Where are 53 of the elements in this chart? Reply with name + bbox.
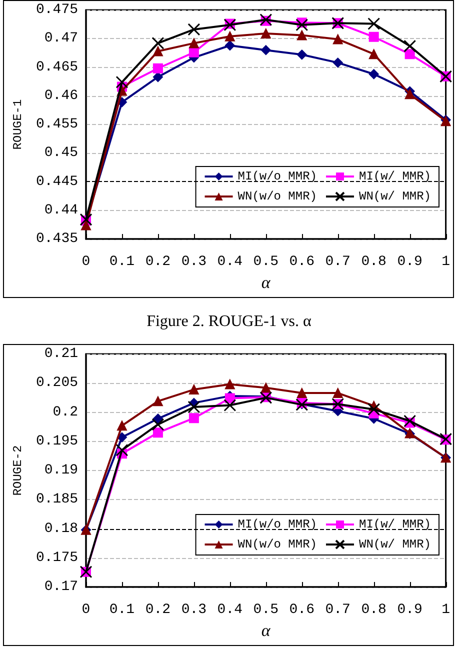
y-tick-label: 0.2 (52, 404, 78, 420)
x-tick-label: 0.7 (325, 254, 350, 270)
y-tick-label: 0.455 (36, 116, 78, 132)
legend-label: MI(w/o MMR) (238, 170, 317, 184)
x-tick-label: 0.9 (397, 254, 422, 270)
x-tick-label: 0.3 (181, 254, 207, 270)
y-tick-label: 0.47 (44, 30, 78, 47)
y-tick-label: 0.17 (44, 579, 78, 595)
x-tick-label: 0.1 (109, 602, 135, 618)
legend-label: MI(w/ MMR) (358, 518, 432, 532)
y-tick-label: 0.435 (36, 231, 78, 247)
x-tick-label: 0 (82, 602, 90, 618)
legend-label: WN(w/ MMR) (358, 190, 432, 204)
y-tick-label: 0.21 (44, 346, 78, 362)
y-tick-label: 0.45 (44, 145, 78, 162)
legend-label: MI(w/ MMR) (358, 170, 432, 184)
x-tick-label: 1 (442, 254, 450, 270)
x-tick-label: 0.5 (253, 602, 279, 618)
x-tick-label: 0.8 (361, 602, 386, 618)
x-tick-label: 1 (442, 602, 450, 618)
y-tick-label: 0.18 (44, 520, 78, 537)
y-tick-label: 0.44 (44, 202, 78, 218)
x-tick-label: 0.5 (253, 254, 279, 270)
x-tick-label: 0.9 (397, 602, 422, 618)
x-tick-label: 0.8 (361, 254, 386, 270)
x-tick-label: 0.6 (289, 602, 314, 618)
y-tick-label: 0.46 (44, 88, 78, 104)
y-tick-label: 0.19 (44, 462, 78, 478)
y-tick-label: 0.465 (36, 59, 78, 76)
y-axis-title: ROUGE-1 (11, 99, 25, 150)
y-tick-label: 0.475 (36, 2, 78, 18)
x-tick-label: 0.2 (145, 602, 171, 618)
x-tick-label: 0.2 (145, 254, 171, 270)
x-tick-label: 0.4 (217, 602, 243, 618)
x-axis-title: α (261, 620, 272, 640)
legend-label: WN(w/o MMR) (238, 538, 317, 552)
x-tick-label: 0.1 (109, 254, 135, 270)
x-tick-label: 0.3 (181, 602, 207, 618)
y-tick-label: 0.205 (36, 375, 78, 392)
legend-label: MI(w/o MMR) (238, 518, 317, 532)
x-axis-title: α (261, 272, 272, 292)
y-tick-label: 0.445 (36, 174, 78, 190)
caption: Figure 2. ROUGE-1 vs. α (146, 313, 312, 331)
y-tick-label: 0.195 (36, 433, 78, 450)
x-tick-label: 0.7 (325, 602, 350, 618)
y-tick-label: 0.175 (36, 550, 78, 566)
x-tick-label: 0.6 (289, 254, 314, 270)
legend-label: WN(w/ MMR) (358, 538, 432, 552)
x-tick-label: 0 (82, 254, 90, 270)
legend-label: WN(w/o MMR) (238, 190, 317, 204)
y-axis-title: ROUGE-2 (11, 445, 25, 496)
x-tick-label: 0.4 (217, 254, 243, 270)
y-tick-label: 0.185 (36, 492, 78, 508)
